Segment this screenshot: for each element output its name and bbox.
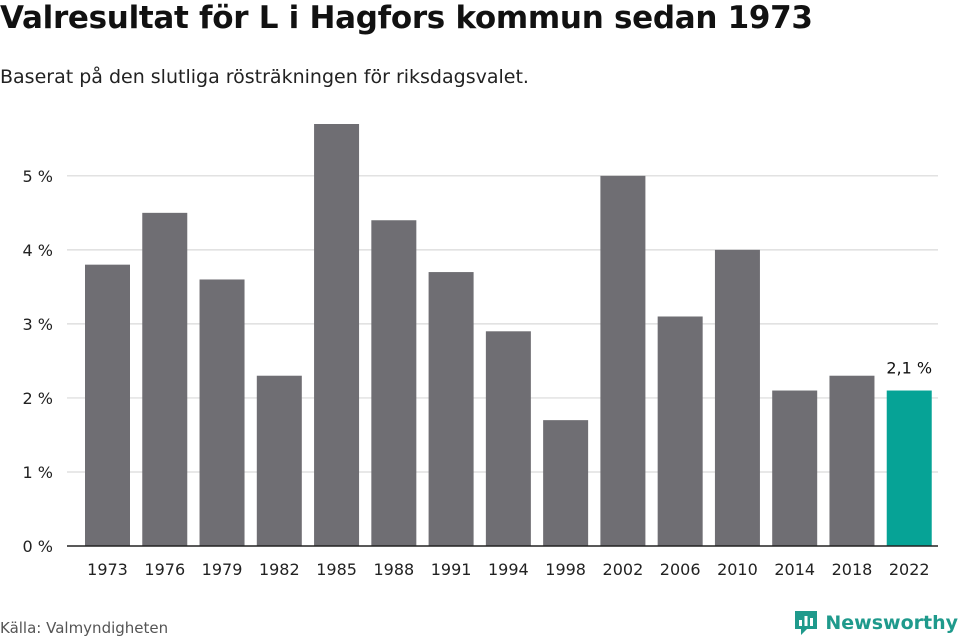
x-tick-label: 1988 <box>373 560 414 579</box>
x-tick-label: 2002 <box>603 560 644 579</box>
x-tick-label: 2010 <box>717 560 758 579</box>
x-tick-label: 2018 <box>832 560 873 579</box>
source-note: Källa: Valmyndigheten <box>0 619 169 637</box>
bar <box>256 375 302 546</box>
bar <box>600 175 646 546</box>
y-tick-label: 1 % <box>23 463 53 482</box>
newsworthy-logo-icon <box>795 611 818 635</box>
x-tick-label: 2022 <box>889 560 930 579</box>
bar <box>314 124 360 546</box>
data-label: 2,1 % <box>886 359 932 378</box>
bar <box>485 331 531 546</box>
bar <box>543 420 589 546</box>
brand-logo[interactable]: Newsworthy <box>793 609 958 637</box>
x-tick-label: 1979 <box>202 560 243 579</box>
x-tick-label: 1998 <box>545 560 586 579</box>
brand-name: Newsworthy <box>825 612 958 634</box>
y-tick-label: 0 % <box>23 537 53 556</box>
y-tick-label: 4 % <box>23 241 53 260</box>
bar <box>772 390 818 546</box>
x-tick-label: 1982 <box>259 560 300 579</box>
x-tick-label: 2006 <box>660 560 701 579</box>
x-tick-label: 1985 <box>316 560 357 579</box>
x-tick-label: 2014 <box>774 560 815 579</box>
x-tick-label: 1973 <box>87 560 128 579</box>
y-tick-label: 5 % <box>23 167 53 186</box>
chart-title: Valresultat för L i Hagfors kommun sedan… <box>0 0 813 36</box>
bar <box>829 375 875 546</box>
bar <box>371 220 417 547</box>
x-tick-label: 1994 <box>488 560 529 579</box>
bar <box>199 279 245 546</box>
bar-chart: 0 % 1 % 2 % 3 % 4 % 5 % 1973 1976 1979 1982 1985 19… <box>23 124 938 579</box>
bar <box>85 264 130 546</box>
bar <box>714 249 760 546</box>
bar <box>428 272 474 546</box>
bar <box>886 390 932 546</box>
y-tick-label: 2 % <box>23 389 53 408</box>
bar <box>142 212 188 546</box>
bar <box>657 316 703 546</box>
chart-subtitle: Baserat på den slutliga rösträkningen fö… <box>0 66 529 88</box>
x-tick-label: 1976 <box>144 560 185 579</box>
y-tick-label: 3 % <box>23 315 53 334</box>
x-tick-label: 1991 <box>431 560 472 579</box>
